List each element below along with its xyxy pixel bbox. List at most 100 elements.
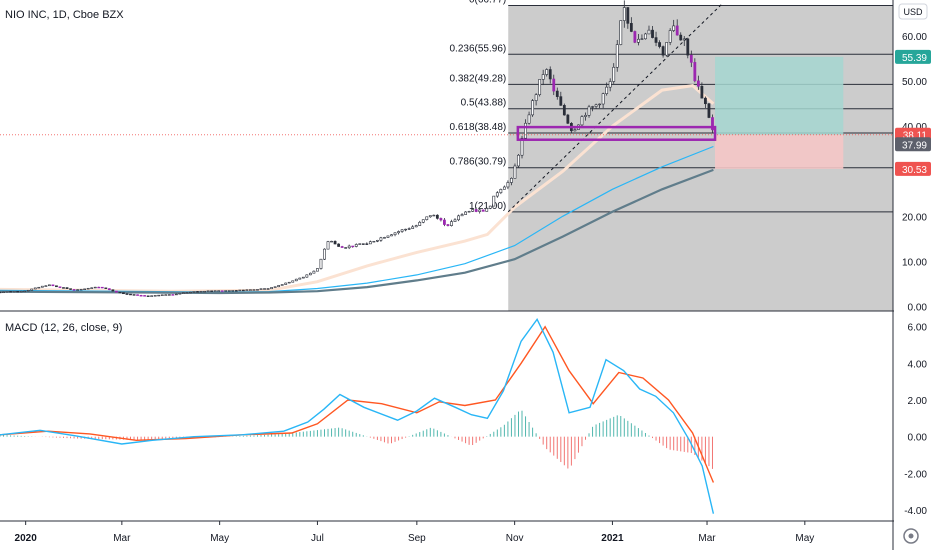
candle-up <box>432 214 436 217</box>
candle-up <box>460 214 464 217</box>
candle-up <box>90 287 94 289</box>
candle-down <box>58 286 62 288</box>
price-badge-target[interactable] <box>895 49 931 64</box>
candle-up <box>185 292 189 294</box>
candle-up <box>358 243 362 245</box>
price-badge-current[interactable] <box>895 137 931 152</box>
chart-settings-gear-icon[interactable] <box>903 528 919 544</box>
candle-up <box>312 270 316 274</box>
candle-down <box>711 117 714 131</box>
candle-up <box>584 115 587 117</box>
candle-up <box>573 129 577 132</box>
candle-up <box>277 285 281 288</box>
time-tick-label: 2021 <box>601 533 624 544</box>
candle-up <box>178 293 182 295</box>
candle-up <box>453 219 457 222</box>
price-tick-label: 0.00 <box>908 302 928 313</box>
candle-down <box>566 114 570 124</box>
candle-down <box>132 294 136 296</box>
candle-down <box>16 291 20 293</box>
candle-up <box>383 237 386 239</box>
candle-up <box>316 268 319 272</box>
candle-up <box>263 288 266 290</box>
candle-up <box>612 66 616 82</box>
candle-up <box>33 287 37 290</box>
candle-up <box>227 290 231 292</box>
candle-up <box>301 276 305 279</box>
macd-tick-label: -2.00 <box>904 469 927 480</box>
candle-up <box>273 286 277 288</box>
time-tick-label: 2020 <box>15 533 38 544</box>
candle-up <box>425 216 429 220</box>
target-zone[interactable] <box>715 56 844 135</box>
candle-up <box>323 248 326 260</box>
candle-down <box>118 291 122 294</box>
candle-up <box>418 221 422 226</box>
candle-up <box>326 241 330 250</box>
candle-down <box>0 291 2 294</box>
candle-down <box>340 246 344 248</box>
candle-up <box>245 289 249 291</box>
candle-down <box>626 7 630 24</box>
candle-up <box>506 182 510 188</box>
candle-down <box>693 62 697 82</box>
trendline[interactable] <box>507 4 722 213</box>
candle-up <box>270 287 273 290</box>
candle-down <box>241 289 245 292</box>
candle-up <box>517 154 520 167</box>
time-tick-label: Jul <box>311 533 324 544</box>
candle-down <box>474 209 478 212</box>
fib-level-label: 0(66.77) <box>469 0 506 6</box>
candle-down <box>548 69 552 80</box>
candle-up <box>527 114 531 124</box>
candle-up <box>23 290 27 293</box>
candle-up <box>587 106 591 116</box>
candle-up <box>510 178 513 183</box>
candle-up <box>400 229 404 232</box>
candle-down <box>114 290 118 293</box>
candle-down <box>675 25 679 36</box>
candle-up <box>249 289 252 291</box>
macd-line <box>0 317 715 514</box>
price-badge-label: 55.39 <box>902 53 927 64</box>
candle-up <box>206 290 210 292</box>
candle-up <box>153 295 157 297</box>
candle-up <box>298 277 302 280</box>
candle-up <box>347 245 351 249</box>
candle-up <box>203 290 206 293</box>
stop-zone[interactable] <box>715 134 844 169</box>
currency-badge[interactable] <box>898 3 928 20</box>
candle-up <box>598 103 602 106</box>
candle-up <box>192 291 196 293</box>
candle-up <box>238 289 242 292</box>
candle-up <box>189 291 192 294</box>
currency-label: USD <box>903 7 923 17</box>
candle-down <box>689 54 693 63</box>
candle-up <box>284 282 288 285</box>
candle-up <box>407 228 411 230</box>
candle-up <box>619 20 623 45</box>
candle-up <box>615 44 619 68</box>
candle-up <box>393 232 397 236</box>
candle-down <box>700 85 704 99</box>
price-badge-stop[interactable] <box>895 161 931 176</box>
candle-up <box>368 241 372 245</box>
candle-down <box>552 78 556 92</box>
candle-up <box>2 291 5 294</box>
candle-up <box>471 209 475 212</box>
candle-up <box>520 137 524 156</box>
time-tick-label: Nov <box>506 533 524 544</box>
macd-title: MACD (12, 26, close, 9) <box>5 322 122 334</box>
candle-down <box>111 289 115 292</box>
price-axis[interactable] <box>894 0 932 550</box>
candle-up <box>372 240 376 243</box>
support-zone-rectangle[interactable] <box>516 125 717 141</box>
time-tick-label: Mar <box>113 533 131 544</box>
candle-up <box>12 291 16 293</box>
candle-up <box>252 289 256 291</box>
candle-up <box>390 234 393 237</box>
candle-down <box>146 295 150 297</box>
candle-up <box>502 186 506 190</box>
